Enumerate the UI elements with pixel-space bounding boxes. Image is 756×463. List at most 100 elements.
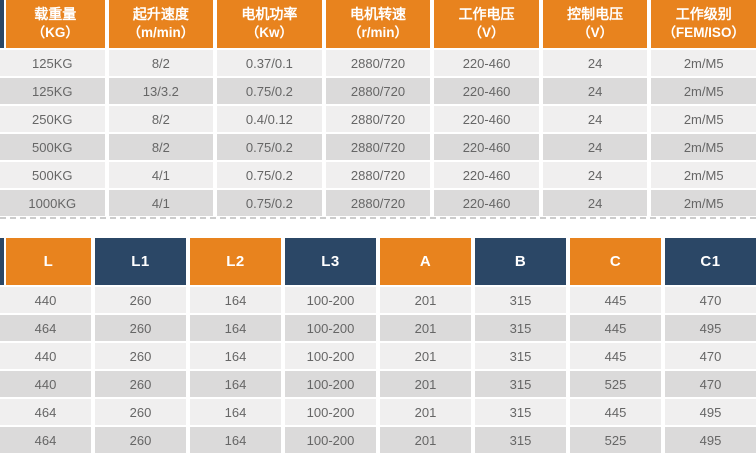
- spec-cell: 250KG: [0, 106, 105, 132]
- spec-cell: 2m/M5: [651, 190, 756, 216]
- spec-column-header: 电机功率 （Kw）: [217, 0, 322, 48]
- spec-cell: 1000KG: [0, 190, 105, 216]
- column-unit: （V）: [468, 25, 505, 41]
- dimension-cell: 164: [190, 315, 281, 341]
- spec-cell: 0.75/0.2: [217, 162, 322, 188]
- spec-cell: 2880/720: [325, 190, 431, 216]
- column-title: 载重量: [34, 5, 77, 22]
- dimension-table-header-row: L L1 L2 L3 A B C C1: [0, 238, 756, 285]
- spec-cell: 220-460: [434, 162, 539, 188]
- header-accent-strip: [0, 0, 4, 48]
- dimension-cell: 260: [95, 287, 186, 313]
- spec-cell: 8/2: [108, 50, 214, 76]
- dimension-cell: 201: [380, 343, 471, 369]
- spec-cell: 24: [542, 134, 648, 160]
- dimension-cell: 201: [380, 427, 471, 453]
- dashed-divider: [0, 217, 756, 219]
- spec-cell: 2880/720: [325, 50, 431, 76]
- dimension-cell: 315: [475, 427, 566, 453]
- spec-cell: 24: [542, 78, 648, 104]
- spec-cell: 125KG: [0, 78, 105, 104]
- dimension-cell: 445: [570, 315, 661, 341]
- spec-table-header-row: 载重量 （KG） 起升速度 （m/min） 电机功率 （Kw） 电机转速 （r/min） 工作电…: [0, 0, 756, 48]
- dimension-cell: 315: [475, 371, 566, 397]
- spec-cell: 220-460: [434, 78, 539, 104]
- dimension-column-header: B: [475, 238, 566, 285]
- dimension-column-header: A: [380, 238, 471, 285]
- spec-cell: 2880/720: [325, 134, 431, 160]
- motor-spec-table: 载重量 （KG） 起升速度 （m/min） 电机功率 （Kw） 电机转速 （r/min） 工作电…: [0, 0, 756, 216]
- spec-cell: 220-460: [434, 190, 539, 216]
- dimension-cell: 260: [95, 427, 186, 453]
- dimension-column-header: L3: [285, 238, 376, 285]
- dimension-cell: 445: [570, 343, 661, 369]
- spec-cell: 2m/M5: [651, 106, 756, 132]
- dimension-cell: 100-200: [285, 371, 376, 397]
- column-unit: （Kw）: [245, 25, 294, 41]
- table-gap: [0, 219, 756, 238]
- column-title: 电机转速: [349, 5, 406, 22]
- dimension-cell: 440: [0, 287, 91, 313]
- dimension-cell: 440: [0, 371, 91, 397]
- dimension-table: L L1 L2 L3 A B C C1 440 260 164 100-200 201 315 445 47…: [0, 238, 756, 453]
- spec-column-header: 载重量 （KG）: [6, 0, 105, 48]
- dimension-cell: 201: [380, 371, 471, 397]
- dimension-cell: 495: [665, 427, 756, 453]
- dimension-column-header: L2: [190, 238, 281, 285]
- dimension-cell: 164: [190, 399, 281, 425]
- spec-cell: 125KG: [0, 50, 105, 76]
- dimension-cell: 470: [665, 371, 756, 397]
- dimension-cell: 100-200: [285, 399, 376, 425]
- column-unit: （FEM/ISO）: [662, 25, 745, 41]
- spec-cell: 24: [542, 190, 648, 216]
- spec-cell: 220-460: [434, 134, 539, 160]
- column-unit: （r/min）: [347, 25, 408, 41]
- column-title: 电机功率: [241, 5, 298, 22]
- dimension-cell: 440: [0, 343, 91, 369]
- spec-cell: 8/2: [108, 106, 214, 132]
- column-unit: （m/min）: [127, 25, 195, 41]
- dimension-cell: 525: [570, 427, 661, 453]
- spec-cell: 220-460: [434, 106, 539, 132]
- spec-column-header: 控制电压 （V）: [542, 0, 648, 48]
- spec-cell: 500KG: [0, 162, 105, 188]
- spec-cell: 24: [542, 50, 648, 76]
- dimension-table-body: 440 260 164 100-200 201 315 445 470 464 260 164 100…: [0, 287, 756, 453]
- header-accent-strip: [0, 238, 4, 285]
- spec-cell: 500KG: [0, 134, 105, 160]
- spec-cell: 4/1: [108, 190, 214, 216]
- spec-cell: 13/3.2: [108, 78, 214, 104]
- spec-cell: 2m/M5: [651, 78, 756, 104]
- dimension-cell: 164: [190, 427, 281, 453]
- dimension-cell: 315: [475, 315, 566, 341]
- dimension-cell: 495: [665, 315, 756, 341]
- dimension-column-header: L1: [95, 238, 186, 285]
- spec-cell: 2m/M5: [651, 50, 756, 76]
- spec-column-header: 工作电压 （V）: [434, 0, 539, 48]
- spec-cell: 24: [542, 162, 648, 188]
- spec-cell: 0.37/0.1: [217, 50, 322, 76]
- dimension-column-header: C: [570, 238, 661, 285]
- dimension-cell: 100-200: [285, 287, 376, 313]
- dimension-cell: 495: [665, 399, 756, 425]
- column-title: 控制电压: [567, 5, 624, 22]
- dimension-cell: 445: [570, 399, 661, 425]
- column-title: 工作电压: [458, 5, 515, 22]
- dimension-cell: 470: [665, 287, 756, 313]
- spec-column-header: 工作级别 （FEM/ISO）: [651, 0, 756, 48]
- dimension-column-header: L: [6, 238, 91, 285]
- dimension-cell: 464: [0, 427, 91, 453]
- dimension-cell: 315: [475, 343, 566, 369]
- spec-cell: 24: [542, 106, 648, 132]
- dimension-cell: 100-200: [285, 343, 376, 369]
- spec-cell: 220-460: [434, 50, 539, 76]
- dimension-cell: 525: [570, 371, 661, 397]
- spec-cell: 0.75/0.2: [217, 190, 322, 216]
- dimension-cell: 464: [0, 399, 91, 425]
- dimension-cell: 201: [380, 287, 471, 313]
- spec-column-header: 起升速度 （m/min）: [108, 0, 214, 48]
- spec-cell: 2m/M5: [651, 162, 756, 188]
- dimension-cell: 201: [380, 315, 471, 341]
- dimension-cell: 201: [380, 399, 471, 425]
- dimension-cell: 164: [190, 287, 281, 313]
